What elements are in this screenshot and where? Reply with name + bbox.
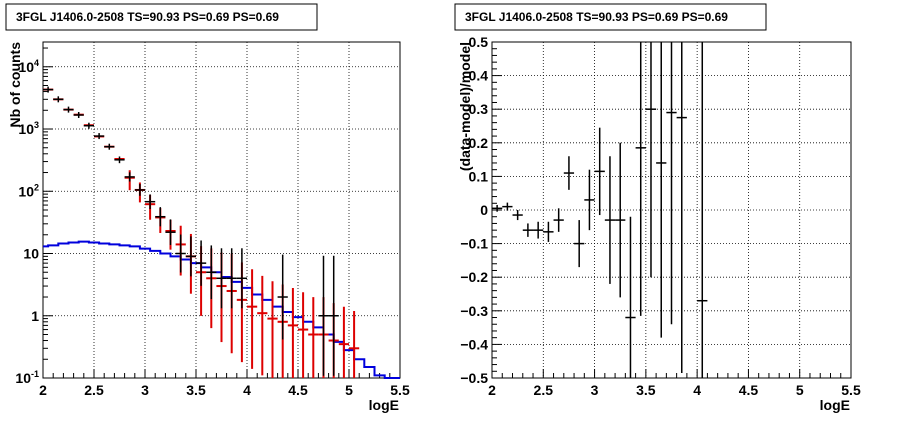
residual-title: 3FGL J1406.0-2508 TS=90.93 PS=0.69 PS=0.…	[465, 10, 728, 24]
x-tick-label: 2	[488, 382, 496, 398]
x-tick-label: 2.5	[84, 382, 104, 398]
x-tick-label: 4	[243, 382, 251, 398]
y-tick-label: 0	[480, 202, 488, 218]
x-tick-label: 3.5	[636, 382, 656, 398]
y-tick-label: −0.3	[460, 303, 488, 319]
y-tick-label: 0.2	[469, 135, 489, 151]
counts-axes: 2 2.5 3 3.5 4 4.5 5 5.5 10-1 1 10 102 103 104	[15, 47, 410, 398]
x-tick-label: 3.5	[186, 382, 206, 398]
counts-title-box: 3FGL J1406.0-2508 TS=90.93 PS=0.69 PS=0.…	[5, 3, 318, 31]
counts-x-axis-label: logE	[369, 397, 399, 413]
counts-panel: 2 2.5 3 3.5 4 4.5 5 5.5 10-1 1 10 102 103 104 3FGL J1…	[5, 3, 410, 413]
counts-y-axis-label: Nb of counts	[7, 42, 23, 128]
counts-grid	[43, 42, 400, 378]
y-tick-label: 10-1	[15, 369, 39, 386]
x-tick-label: 5.5	[841, 382, 861, 398]
x-tick-label: 2	[39, 382, 47, 398]
x-tick-label: 3	[591, 382, 599, 398]
x-tick-label: 5	[345, 382, 353, 398]
y-tick-label: 0.4	[469, 68, 489, 84]
y-tick-label: 0.5	[469, 34, 489, 50]
y-tick-label: 104	[18, 58, 39, 75]
y-tick-label: 0.3	[469, 101, 489, 117]
counts-series	[43, 86, 400, 379]
residual-axes: 2 2.5 3 3.5 4 4.5 5 5.5 −0.5 −0.4 −0.3 −0.2 −0.1 0 0.1…	[460, 34, 861, 398]
x-tick-label: 3	[141, 382, 149, 398]
y-tick-label: 1	[31, 308, 39, 324]
x-tick-label: 5.5	[390, 382, 410, 398]
x-tick-label: 4.5	[739, 382, 759, 398]
residual-title-box: 3FGL J1406.0-2508 TS=90.93 PS=0.69 PS=0.…	[454, 3, 767, 31]
x-tick-label: 5	[796, 382, 804, 398]
counts-title: 3FGL J1406.0-2508 TS=90.93 PS=0.69 PS=0.…	[16, 10, 279, 24]
x-tick-label: 2.5	[534, 382, 554, 398]
y-tick-label: −0.2	[460, 269, 488, 285]
residual-x-axis-label: logE	[820, 397, 850, 413]
y-tick-label: −0.1	[460, 236, 488, 252]
y-tick-label: 10	[23, 246, 39, 262]
residual-series	[492, 42, 708, 378]
residual-grid	[492, 42, 851, 378]
x-tick-label: 4.5	[288, 382, 308, 398]
y-tick-label: 102	[18, 182, 39, 199]
y-tick-label: −0.5	[460, 370, 488, 386]
residual-panel: 2 2.5 3 3.5 4 4.5 5 5.5 −0.5 −0.4 −0.3 −0.2 −0.1 0 0.1…	[454, 3, 861, 413]
y-tick-label: −0.4	[460, 336, 488, 352]
y-tick-label: 103	[18, 120, 39, 137]
x-tick-label: 4	[693, 382, 701, 398]
residual-y-axis-label: (data-model)/model	[457, 42, 473, 171]
y-tick-label: 0.1	[469, 168, 489, 184]
